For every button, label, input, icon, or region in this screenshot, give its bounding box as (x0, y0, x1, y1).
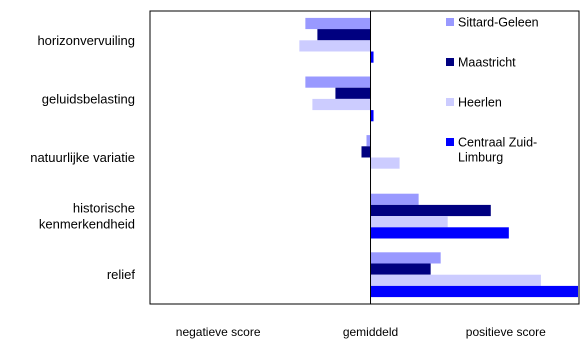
bar-maastricht-geluidsbelasting (335, 87, 371, 99)
bar-sittard-geleen-natuurlijke-variatie (366, 135, 371, 147)
bar-centraal-zuid-limburg-relief (370, 285, 578, 298)
bar-heerlen-natuurlijke-variatie (370, 157, 400, 169)
bar-sittard-geleen-geluidsbelasting (305, 76, 371, 88)
bar-heerlen-horizonvervuiling (299, 40, 371, 52)
category-label-natuurlijke-variatie: natuurlijke variatie (30, 150, 135, 165)
bar-sittard-geleen-horizonvervuiling (305, 17, 371, 30)
bars-group (299, 17, 578, 298)
bar-sittard-geleen-relief (370, 252, 441, 264)
bar-centraal-zuid-limburg-geluidsbelasting (370, 110, 374, 122)
x-axis-label-gemiddeld: gemiddeld (343, 325, 398, 339)
legend: Sittard-Geleen Maastricht Heerlen Centraal … (446, 16, 539, 165)
legend-label-sittard-geleen: Sittard-Geleen (458, 16, 539, 30)
legend-swatch-maastricht (446, 58, 454, 66)
category-labels: horizonvervuiling geluidsbelasting natuurl… (30, 33, 135, 282)
bar-heerlen-relief (370, 274, 541, 286)
legend-label-heerlen: Heerlen (458, 96, 502, 110)
bar-maastricht-relief (370, 263, 431, 275)
bar-heerlen-geluidsbelasting (312, 98, 371, 111)
category-label-geluidsbelasting: geluidsbelasting (42, 91, 135, 106)
legend-swatch-heerlen (446, 98, 454, 106)
category-label-relief: relief (107, 267, 136, 282)
x-axis-label-negatieve-score: negatieve score (176, 325, 261, 339)
bar-maastricht-natuurlijke-variatie (361, 146, 371, 158)
category-label-historische-kenmerkendheid: historische kenmerkendheid (39, 201, 135, 232)
bar-centraal-zuid-limburg-historische-kenmerkendheid (370, 227, 509, 239)
category-label-horizonvervuiling: horizonvervuiling (37, 33, 135, 48)
bar-maastricht-historische-kenmerkendheid (370, 204, 491, 217)
legend-label-maastricht: Maastricht (458, 56, 516, 70)
x-axis-label-positieve-score: positieve score (466, 325, 546, 339)
legend-label-centraal-zuid-limburg: Centraal Zuid-Limburg (458, 136, 537, 165)
bar-maastricht-horizonvervuiling (317, 29, 371, 41)
x-axis-labels: negatieve score gemiddeld positieve score (176, 325, 546, 339)
bar-heerlen-historische-kenmerkendheid (370, 216, 448, 228)
legend-swatch-centraal-zuid-limburg (446, 138, 454, 146)
bar-sittard-geleen-historische-kenmerkendheid (370, 193, 419, 205)
bar-centraal-zuid-limburg-horizonvervuiling (370, 51, 374, 63)
legend-swatch-sittard-geleen (446, 18, 454, 26)
